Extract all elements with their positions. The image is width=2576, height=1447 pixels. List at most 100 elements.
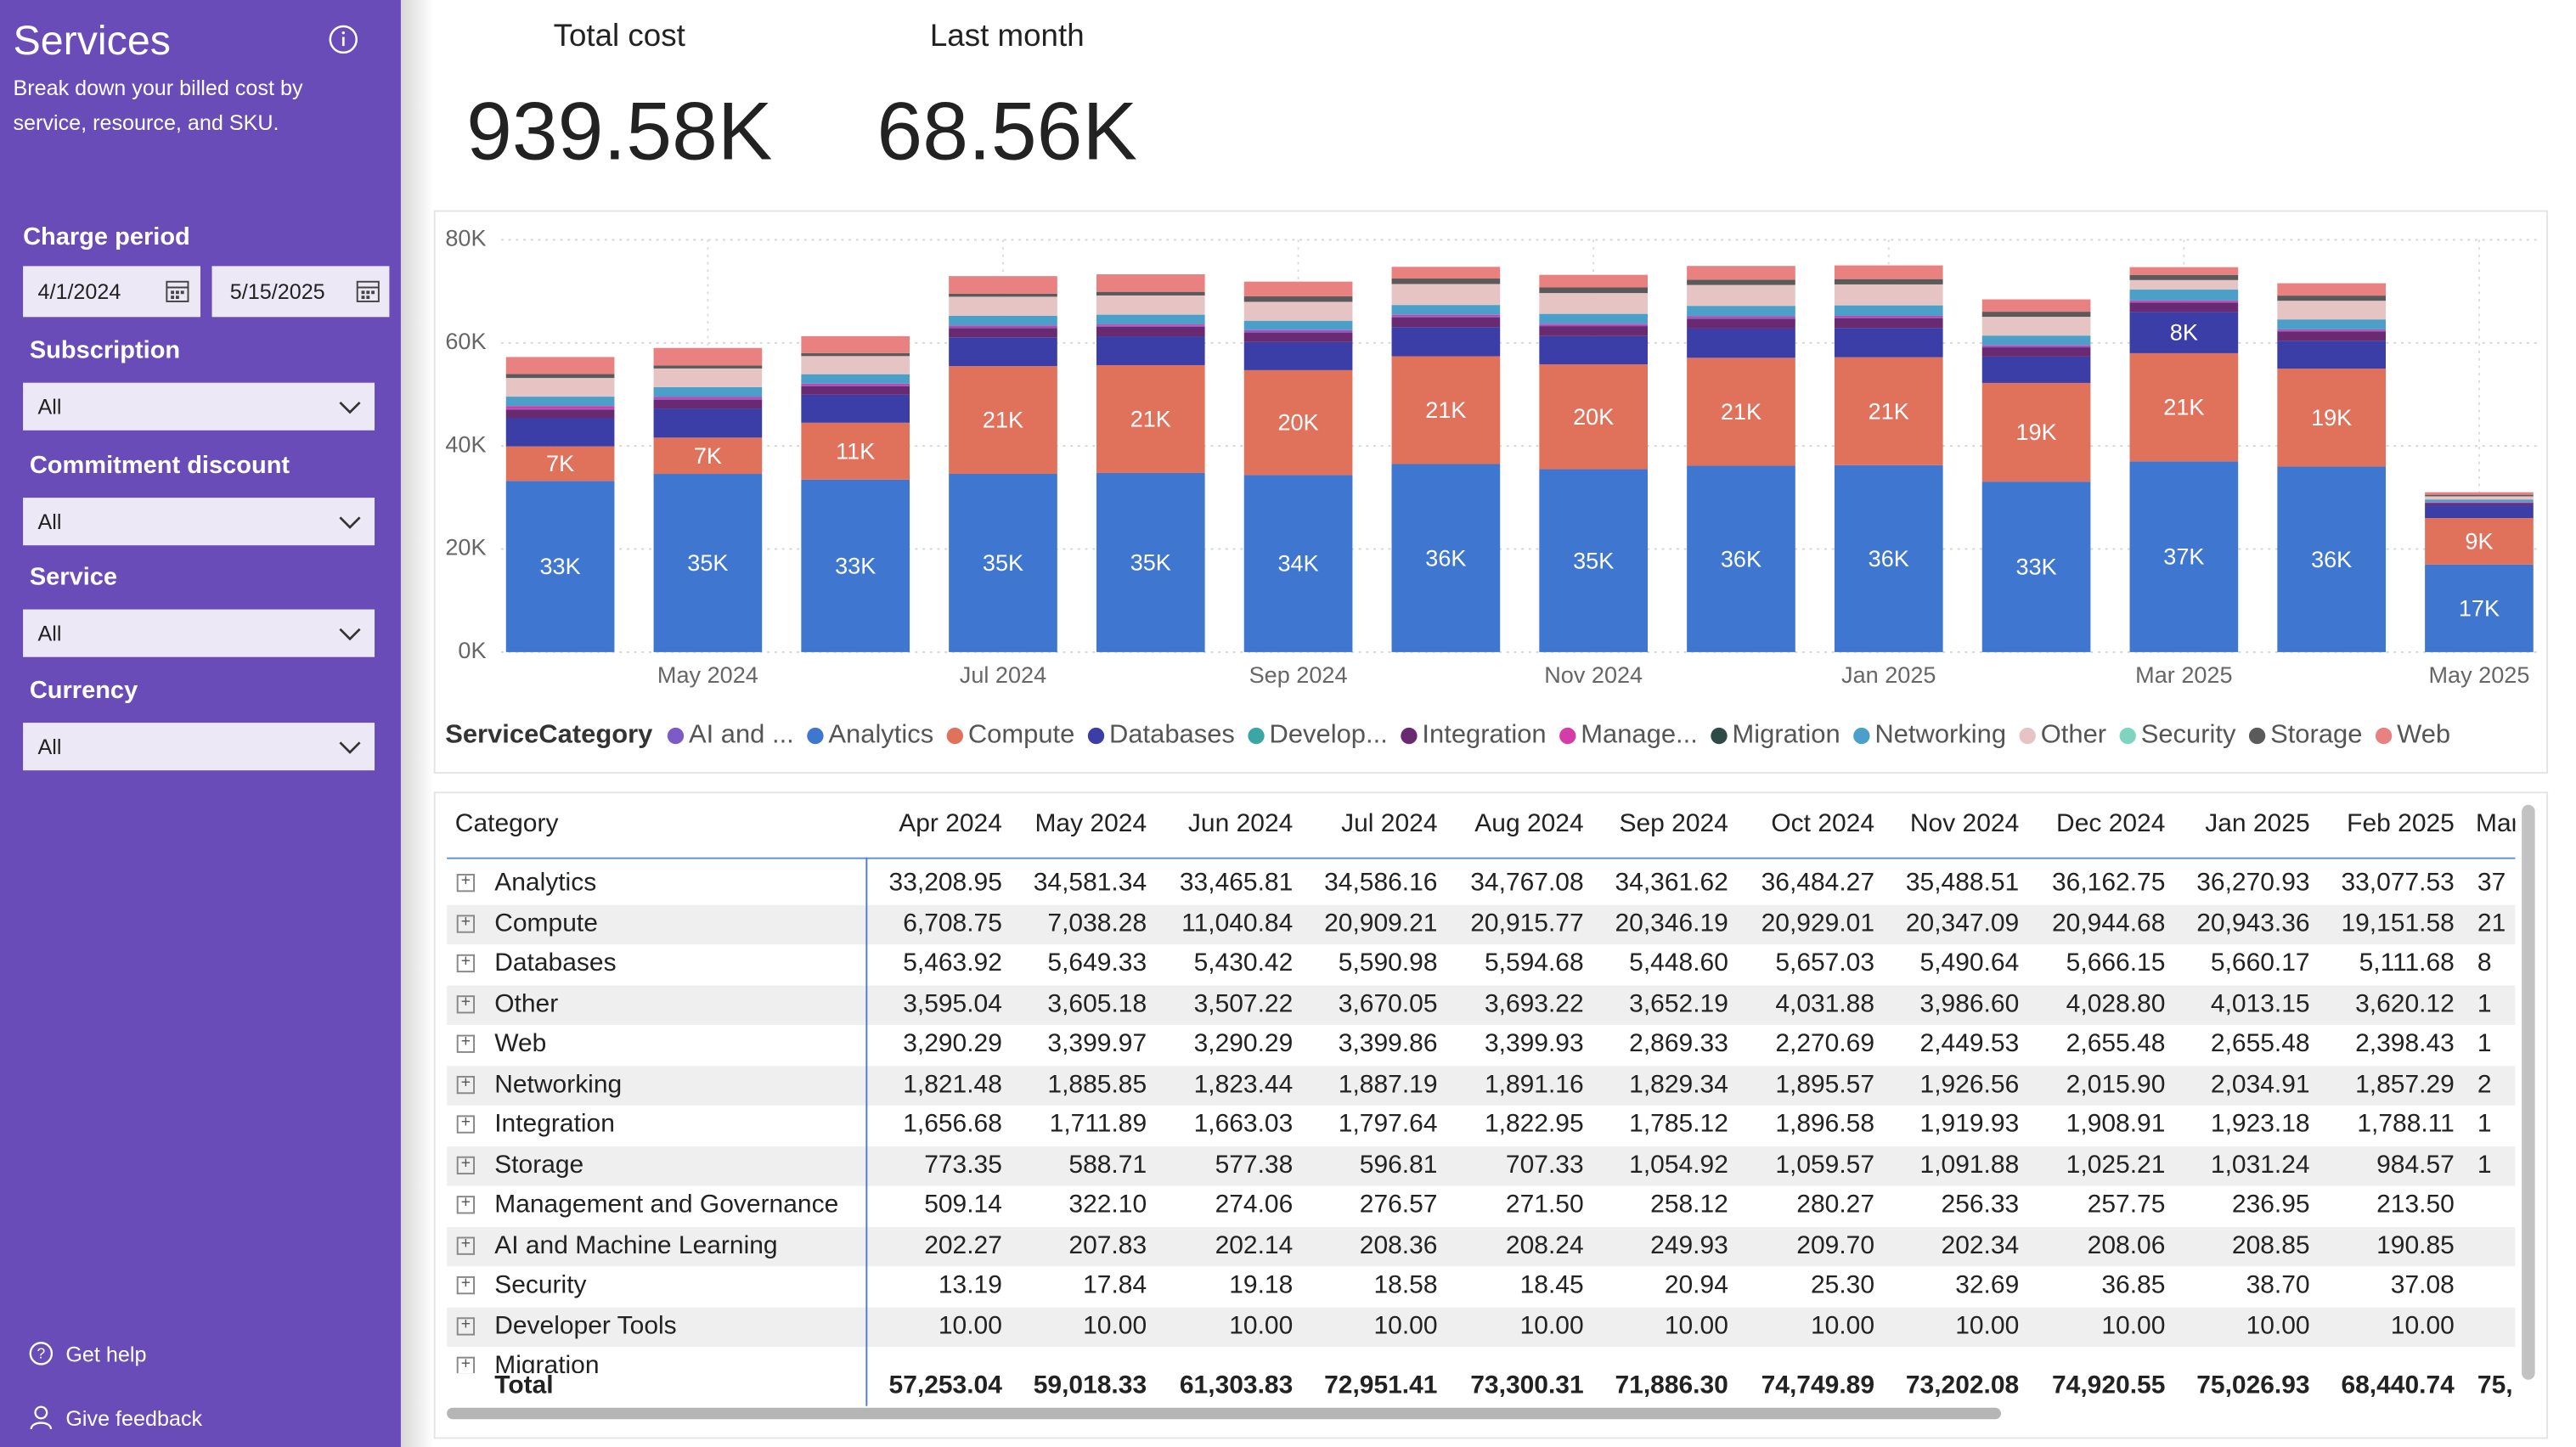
legend-marker bbox=[2019, 727, 2036, 745]
data-label: 17K bbox=[2459, 594, 2500, 621]
table-cell: 3,986.60 bbox=[1919, 989, 2020, 1018]
bar-segment bbox=[653, 408, 763, 438]
total-cell: 75,026.93 bbox=[2196, 1371, 2310, 1400]
table-cell: Web bbox=[494, 1029, 547, 1058]
bar-segment bbox=[1687, 318, 1795, 329]
help-link[interactable]: Get help bbox=[65, 1342, 147, 1367]
table-cell: 190.85 bbox=[2376, 1230, 2455, 1259]
dropdown[interactable]: All bbox=[23, 498, 375, 546]
table-cell: 20,944.68 bbox=[2052, 909, 2166, 937]
table-cell: 19,151.58 bbox=[2341, 909, 2455, 937]
expand-button[interactable]: + bbox=[456, 1114, 476, 1134]
expand-button[interactable]: + bbox=[456, 1034, 476, 1053]
bar-segment bbox=[801, 479, 910, 652]
y-tick-label: 0K bbox=[458, 637, 486, 663]
bar-segment bbox=[2425, 502, 2534, 503]
table-cell: 1,926.56 bbox=[1919, 1070, 2020, 1099]
bar-segment bbox=[653, 368, 763, 387]
dropdown[interactable]: All bbox=[23, 723, 375, 771]
table-cell: 1,857.29 bbox=[2355, 1070, 2455, 1099]
data-label: 33K bbox=[540, 553, 581, 579]
data-label: 35K bbox=[983, 549, 1023, 576]
table-cell: 10.00 bbox=[1955, 1311, 2020, 1340]
filter-label: Charge period bbox=[23, 223, 190, 251]
header-cell: Aug 2024 bbox=[1474, 809, 1584, 838]
bar-segment bbox=[505, 418, 615, 447]
date-input[interactable]: 5/15/2025 bbox=[211, 266, 390, 318]
bar-segment bbox=[1243, 320, 1353, 330]
bar-segment bbox=[1096, 472, 1205, 652]
header-cell: Category bbox=[454, 809, 559, 838]
bar-segment bbox=[505, 397, 615, 407]
table-cell: 37 bbox=[2477, 869, 2506, 898]
legend-label: Migration bbox=[1732, 719, 1840, 749]
bar-segment bbox=[2425, 564, 2534, 652]
bar-segment bbox=[2277, 466, 2386, 652]
table-cell: 5,594.68 bbox=[1484, 949, 1584, 977]
expand-button[interactable]: + bbox=[456, 913, 476, 932]
expand-button[interactable]: + bbox=[456, 1275, 476, 1295]
bar-segment bbox=[2277, 329, 2386, 331]
table-cell: 5,111.68 bbox=[2359, 949, 2455, 977]
bar-segment bbox=[1981, 347, 2091, 357]
expand-button[interactable]: + bbox=[456, 1074, 476, 1094]
dropdown-value: All bbox=[37, 509, 62, 534]
table-cell: 2,655.48 bbox=[2066, 1029, 2166, 1058]
expand-button[interactable]: + bbox=[456, 873, 476, 892]
table-cell: 3,290.29 bbox=[903, 1029, 1002, 1058]
data-label: 19K bbox=[2311, 404, 2352, 431]
table-cell: 276.57 bbox=[1359, 1191, 1438, 1219]
expand-button[interactable]: + bbox=[456, 1155, 476, 1174]
dropdown[interactable]: All bbox=[23, 609, 375, 657]
table-cell: 1 bbox=[2477, 1110, 2492, 1139]
data-label: 20K bbox=[1573, 403, 1614, 430]
table-cell: Integration bbox=[494, 1110, 615, 1139]
bar-segment bbox=[2425, 504, 2534, 519]
bar-segment bbox=[801, 422, 910, 480]
bar-segment bbox=[801, 352, 910, 357]
header-cell: Jun 2024 bbox=[1187, 809, 1294, 838]
expand-button[interactable]: + bbox=[456, 1195, 476, 1214]
table-cell: 20,346.19 bbox=[1615, 909, 1728, 937]
table-cell: 280.27 bbox=[1796, 1191, 1875, 1219]
bar-segment bbox=[1834, 318, 1943, 329]
bar-segment bbox=[505, 357, 615, 374]
table-cell: 208.06 bbox=[2087, 1230, 2166, 1259]
table-cell: 249.93 bbox=[1650, 1230, 1728, 1259]
bar-segment bbox=[653, 399, 763, 409]
bar-segment bbox=[2129, 352, 2239, 462]
bar-segment bbox=[2277, 369, 2386, 467]
expand-button[interactable]: + bbox=[456, 1356, 476, 1374]
bar-segment bbox=[801, 356, 910, 374]
table-cell: Networking bbox=[494, 1070, 623, 1099]
table-cell: 1,887.19 bbox=[1338, 1070, 1438, 1099]
expand-button[interactable]: + bbox=[456, 1236, 476, 1254]
dropdown[interactable]: All bbox=[23, 382, 375, 431]
h-scrollbar[interactable] bbox=[447, 1407, 2001, 1420]
expand-button[interactable]: + bbox=[456, 954, 476, 973]
expand-button[interactable]: + bbox=[456, 1315, 476, 1335]
table-cell: 3,595.04 bbox=[903, 989, 1002, 1018]
x-tick-label: Sep 2024 bbox=[1249, 662, 1348, 688]
legend-marker bbox=[807, 727, 824, 745]
feedback-link[interactable]: Give feedback bbox=[65, 1405, 203, 1431]
table-total: Total 57,253.04 59,018.33 61,303.83 72,951.4… bbox=[447, 1368, 2515, 1405]
date-input[interactable]: 4/1/2024 bbox=[23, 266, 200, 318]
legend-label: Analytics bbox=[828, 719, 933, 749]
bar-segment bbox=[1391, 284, 1501, 305]
v-scrollbar[interactable] bbox=[2522, 804, 2535, 1380]
bar-segment bbox=[1096, 336, 1205, 365]
table-cell: 1,025.21 bbox=[2066, 1150, 2166, 1179]
table-cell: Developer Tools bbox=[494, 1311, 677, 1340]
info-icon[interactable] bbox=[327, 23, 360, 56]
chevron bbox=[339, 516, 361, 529]
header-cell: Dec 2024 bbox=[2056, 809, 2166, 838]
table-cell: 2,869.33 bbox=[1629, 1029, 1728, 1058]
table-cell: Storage bbox=[494, 1150, 584, 1179]
table-cell: 202.14 bbox=[1215, 1230, 1294, 1259]
total-cell: Total bbox=[494, 1371, 554, 1400]
dropdown-value: All bbox=[37, 734, 62, 759]
expand-button[interactable]: + bbox=[456, 994, 476, 1013]
date-value: 4/1/2024 bbox=[37, 279, 121, 304]
